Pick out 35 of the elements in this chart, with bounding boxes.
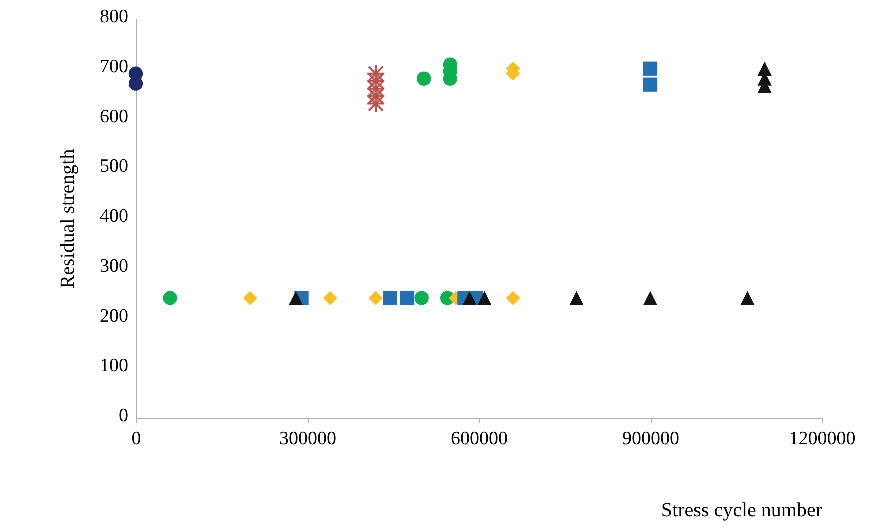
point: [128, 66, 144, 81]
point: [570, 291, 584, 306]
y-tick-label: 500: [100, 156, 128, 178]
y-tick-label: 300: [100, 256, 128, 277]
point: [643, 78, 658, 92]
point: [417, 72, 432, 86]
y-tick-label: 200: [100, 306, 128, 327]
point: [643, 62, 658, 76]
point: [369, 291, 384, 306]
x-tick-label: 900000: [622, 428, 680, 450]
point: [323, 291, 338, 306]
x-axis-title: Stress cycle number: [661, 500, 823, 522]
point: [740, 291, 755, 306]
point: [383, 291, 398, 306]
point: [506, 291, 520, 306]
point: [758, 62, 772, 76]
x-tick-label: 300000: [280, 428, 336, 450]
y-tick-label: 600: [100, 106, 128, 128]
point: [462, 291, 477, 306]
point: [478, 291, 492, 306]
point: [243, 291, 258, 306]
point: [643, 291, 658, 306]
point: [400, 291, 415, 306]
point: [163, 291, 178, 306]
y-tick-label: 0: [119, 406, 128, 426]
point: [414, 291, 429, 306]
y-tick-label: 800: [100, 6, 128, 28]
x-tick-label: 0: [132, 428, 142, 450]
y-tick-label: 100: [100, 356, 128, 377]
y-tick-label: 400: [100, 206, 128, 227]
x-tick-label: 600000: [451, 428, 508, 450]
y-axis-title: Residual strength: [57, 149, 79, 289]
point: [288, 291, 304, 306]
x-tick-label: 1200000: [789, 428, 856, 450]
y-tick-label: 700: [100, 56, 128, 78]
